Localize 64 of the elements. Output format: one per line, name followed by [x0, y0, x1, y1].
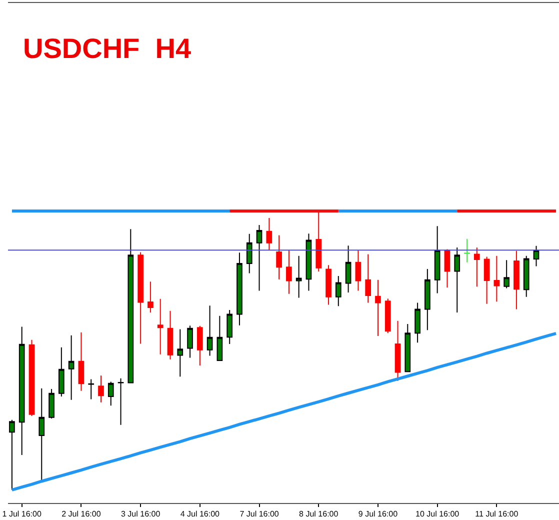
- candlestick: [404, 323, 411, 372]
- candlestick: [128, 228, 134, 384]
- candlestick: [365, 254, 371, 304]
- candlestick: [196, 325, 203, 366]
- candlestick: [454, 247, 460, 314]
- candlestick: [118, 378, 124, 426]
- candlestick: [355, 250, 362, 292]
- candlestick: [533, 245, 540, 267]
- candlestick: [256, 224, 262, 292]
- candlestick: [286, 250, 292, 294]
- x-tick-label: 11 Jul 16:00: [475, 510, 519, 519]
- x-tick-label: 9 Jul 16:00: [358, 510, 398, 519]
- candlestick: [326, 264, 332, 306]
- candlestick: [167, 310, 174, 360]
- candlestick: [276, 234, 282, 280]
- candlestick: [266, 218, 272, 251]
- candlestick: [226, 310, 233, 345]
- x-tick-label: 10 Jul 16:00: [416, 510, 460, 519]
- x-tick-label: 3 Jul 16:00: [120, 510, 161, 519]
- candlestick: [187, 325, 193, 358]
- candlestick: [28, 339, 35, 416]
- candlestick: [296, 255, 302, 298]
- x-tick-label: 4 Jul 16:00: [180, 510, 220, 519]
- candlestick: [444, 250, 450, 288]
- candlestick: [216, 315, 223, 361]
- candlestick: [335, 276, 342, 307]
- candlestick: [414, 302, 420, 344]
- x-tick-label: 7 Jul 16:00: [240, 510, 280, 519]
- candlestick: [88, 378, 94, 400]
- candlestick: [514, 250, 520, 310]
- candlestick: [523, 255, 530, 298]
- candlestick: [38, 388, 45, 482]
- candlestick: [78, 332, 84, 392]
- candlestick: [394, 320, 401, 382]
- candlestick: [138, 252, 144, 344]
- candlestick: [384, 298, 391, 334]
- x-tick-label: 8 Jul 16:00: [299, 510, 339, 519]
- candlestick: [375, 279, 381, 336]
- candlestick: [206, 305, 213, 356]
- candlestick: [474, 247, 480, 288]
- x-tick-label: 1 Jul 16:00: [2, 510, 42, 519]
- candlestick: [236, 252, 242, 326]
- candlestick: [424, 268, 430, 331]
- candlestick: [58, 346, 64, 397]
- candlestick: [434, 226, 440, 294]
- chart-title: USDCHF H4: [23, 32, 192, 64]
- candlestick: [108, 381, 114, 406]
- candlestick: [98, 375, 104, 403]
- candlestick: [494, 255, 500, 302]
- candlestick: [18, 326, 25, 456]
- candlestick: [48, 388, 54, 419]
- candlestick: [9, 419, 15, 490]
- candlestick: [157, 298, 164, 355]
- candlestick: [306, 233, 312, 292]
- candlestick: [484, 256, 490, 304]
- candlestick: [177, 328, 184, 378]
- candlestick: [464, 238, 470, 263]
- candlestick: [345, 245, 352, 293]
- candlestick: [148, 281, 154, 314]
- candlestick: [316, 210, 322, 272]
- candlestick: [246, 233, 252, 274]
- candlestick: [68, 334, 74, 400]
- x-tick-label: 2 Jul 16:00: [62, 510, 102, 519]
- candlestick: [504, 260, 510, 289]
